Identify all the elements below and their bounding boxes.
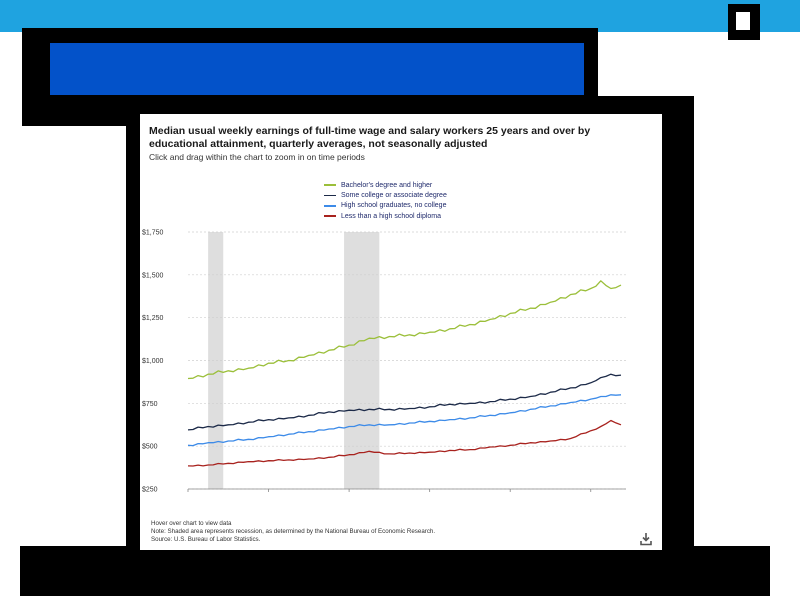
legend-swatch [324, 194, 336, 197]
chart-legend: Bachelor's degree and higher Some college… [324, 180, 447, 221]
legend-label: High school graduates, no college [341, 202, 447, 210]
line-chart[interactable]: $1,750$1,500$1,250$1,000$750$500$250Q1 2… [140, 222, 662, 494]
download-icon[interactable] [640, 532, 652, 546]
y-tick-label: $750 [142, 401, 158, 408]
chart-card: Median usual weekly earnings of full-tim… [140, 114, 662, 550]
y-tick-label: $1,000 [142, 358, 164, 365]
legend-item[interactable]: Less than a high school diploma [324, 211, 447, 221]
legend-swatch [324, 184, 336, 186]
series-line[interactable] [187, 419, 622, 467]
legend-swatch [324, 204, 336, 207]
legend-label: Bachelor's degree and higher [341, 181, 433, 189]
legend-item[interactable]: High school graduates, no college [324, 201, 447, 211]
chart-subtitle: Click and drag within the chart to zoom … [149, 152, 365, 162]
y-tick-label: $1,250 [142, 315, 164, 322]
chart-title: Median usual weekly earnings of full-tim… [149, 125, 591, 150]
source-note: Source: U.S. Bureau of Labor Statistics. [151, 536, 261, 543]
corner-button[interactable] [728, 4, 760, 40]
series-line[interactable] [187, 394, 622, 447]
footer-block [20, 546, 770, 596]
y-tick-label: $1,500 [142, 272, 164, 279]
top-banner [0, 0, 800, 32]
corner-button-icon [736, 12, 750, 30]
series-line[interactable] [187, 280, 622, 380]
recession-note: Note: Shaded area represents recession, … [151, 528, 436, 535]
legend-item[interactable]: Bachelor's degree and higher [324, 180, 447, 190]
legend-label: Less than a high school diploma [341, 212, 442, 220]
legend-swatch [324, 215, 336, 217]
y-tick-label: $250 [142, 487, 158, 494]
legend-item[interactable]: Some college or associate degree [324, 190, 447, 200]
hover-hint: Hover over chart to view data [151, 520, 232, 527]
legend-label: Some college or associate degree [341, 191, 447, 199]
series-line[interactable] [187, 373, 622, 431]
header-blue-bar [50, 43, 584, 95]
y-tick-label: $1,750 [142, 230, 164, 237]
y-tick-label: $500 [142, 444, 158, 451]
